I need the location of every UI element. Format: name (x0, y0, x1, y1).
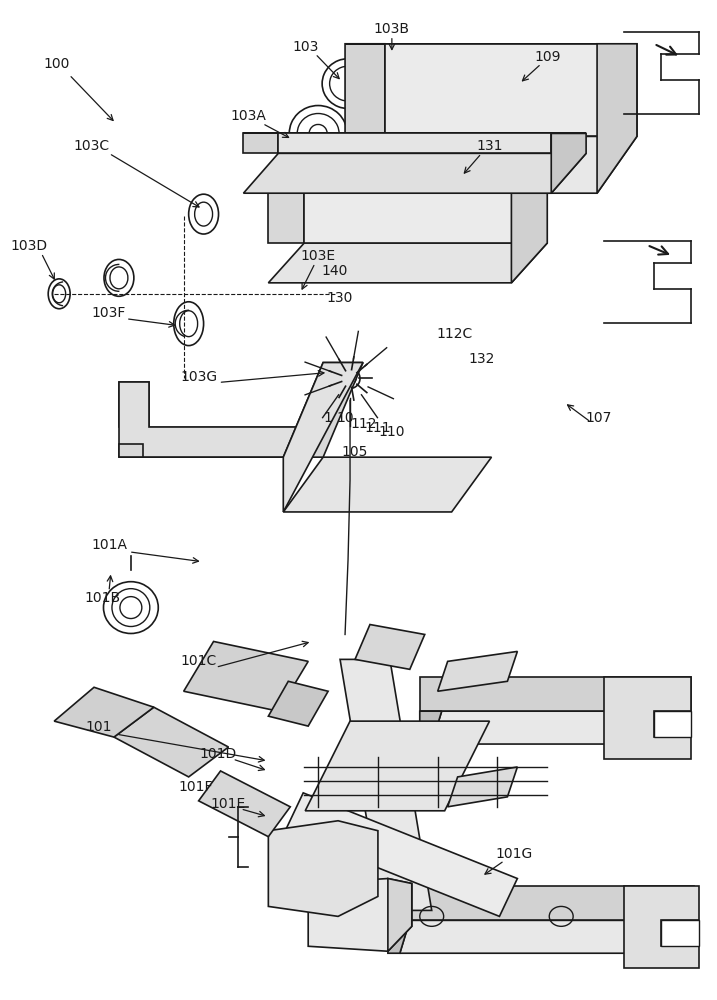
Text: 101G: 101G (495, 847, 533, 861)
Text: 111: 111 (365, 421, 391, 435)
Polygon shape (388, 920, 410, 953)
Polygon shape (184, 641, 308, 711)
Polygon shape (604, 677, 690, 759)
Text: 103D: 103D (11, 239, 48, 253)
Text: 103B: 103B (374, 22, 410, 36)
Polygon shape (340, 659, 432, 910)
Polygon shape (283, 363, 363, 457)
Polygon shape (419, 711, 442, 744)
Polygon shape (385, 44, 637, 136)
Polygon shape (283, 457, 491, 512)
Text: 101C: 101C (181, 654, 217, 668)
Polygon shape (119, 427, 335, 457)
Polygon shape (268, 193, 304, 243)
Polygon shape (285, 793, 518, 916)
Text: 101B: 101B (85, 591, 121, 605)
Polygon shape (304, 193, 547, 243)
Text: 105: 105 (342, 445, 369, 459)
Polygon shape (345, 44, 385, 193)
Polygon shape (511, 193, 547, 283)
Text: 101D: 101D (200, 747, 237, 761)
Polygon shape (597, 44, 637, 193)
Polygon shape (119, 444, 143, 457)
Text: 103: 103 (292, 40, 318, 54)
Text: 112C: 112C (437, 327, 473, 341)
Polygon shape (419, 677, 690, 711)
Text: 101: 101 (86, 720, 113, 734)
Polygon shape (345, 136, 637, 193)
Polygon shape (308, 879, 412, 951)
Text: 101A: 101A (91, 538, 127, 552)
Polygon shape (447, 767, 518, 807)
Text: 103C: 103C (73, 139, 109, 153)
Text: 131: 131 (476, 139, 503, 153)
Polygon shape (119, 382, 149, 427)
Polygon shape (654, 711, 690, 737)
Text: 109: 109 (534, 50, 561, 64)
Polygon shape (661, 920, 698, 946)
Text: 100: 100 (43, 57, 70, 71)
Polygon shape (305, 721, 490, 811)
Polygon shape (199, 771, 290, 837)
Polygon shape (268, 821, 378, 916)
Text: 112: 112 (351, 417, 377, 431)
Polygon shape (283, 363, 363, 512)
Polygon shape (437, 651, 518, 691)
Polygon shape (278, 133, 551, 153)
Polygon shape (244, 133, 278, 153)
Text: 130: 130 (327, 291, 353, 305)
Text: 101F: 101F (179, 780, 213, 794)
Polygon shape (268, 681, 328, 726)
Text: 103E: 103E (300, 249, 336, 263)
Text: 1: 1 (323, 411, 333, 425)
Text: 101E: 101E (211, 797, 246, 811)
Text: 110: 110 (379, 425, 405, 439)
Polygon shape (551, 133, 586, 193)
Text: 10: 10 (336, 411, 354, 425)
Text: 103A: 103A (230, 109, 267, 123)
Polygon shape (54, 687, 153, 737)
Polygon shape (114, 707, 229, 777)
Polygon shape (268, 243, 547, 283)
Polygon shape (400, 920, 693, 953)
Polygon shape (624, 886, 698, 968)
Text: 132: 132 (468, 352, 495, 366)
Text: 140: 140 (322, 264, 348, 278)
Polygon shape (432, 711, 690, 744)
Polygon shape (355, 625, 424, 669)
Polygon shape (388, 886, 693, 920)
Polygon shape (244, 153, 586, 193)
Polygon shape (119, 382, 305, 457)
Text: 107: 107 (586, 411, 612, 425)
Text: 103F: 103F (92, 306, 126, 320)
Text: 103G: 103G (180, 370, 217, 384)
Polygon shape (388, 879, 412, 951)
